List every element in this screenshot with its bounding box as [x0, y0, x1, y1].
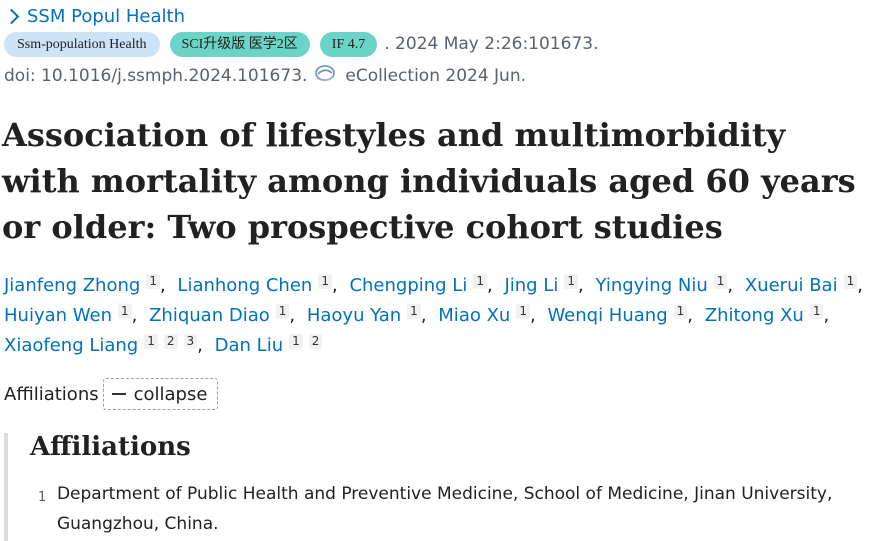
affiliations-toggle-row: Affiliations collapse — [4, 378, 219, 410]
author-name-link[interactable]: Haoyu Yan — [306, 305, 402, 326]
author-name-link[interactable]: Zhitong Xu — [704, 305, 804, 326]
author: Chengping Li 1, — [349, 274, 498, 296]
doi-row: doi: 10.1016/j.ssmph.2024.101673. eColle… — [4, 63, 526, 89]
affiliation-number: 1 — [38, 490, 47, 505]
author-separator: , — [159, 275, 166, 296]
author-separator: , — [857, 275, 863, 296]
affiliation-ref[interactable]: 1 — [516, 304, 530, 319]
affiliation-ref[interactable]: 1 — [318, 274, 332, 289]
author-separator: , — [289, 305, 296, 326]
author-separator: , — [727, 275, 734, 296]
author-name-link[interactable]: Huiyan Wen — [4, 305, 112, 326]
affiliation-text: Department of Public Health and Preventi… — [56, 484, 833, 534]
author-separator: , — [687, 305, 693, 326]
journal-link[interactable]: SSM Popul Health — [27, 5, 185, 27]
affiliation-ref[interactable]: 1 — [809, 304, 824, 319]
collapse-label: collapse — [133, 383, 208, 405]
author-name-link[interactable]: Zhiquan Diao — [149, 305, 270, 326]
affiliation-item: 1 Department of Public Health and Preven… — [38, 483, 868, 539]
doi-text: doi: 10.1016/j.ssmph.2024.101673. — [4, 66, 308, 86]
author-name-link[interactable]: Wenqi Huang — [547, 305, 668, 326]
author-name-link[interactable]: Jianfeng Zhong — [4, 275, 141, 296]
affiliation-ref[interactable]: 2 — [308, 334, 323, 349]
author: Jianfeng Zhong 1, — [4, 274, 172, 296]
author: Wenqi Huang 1, — [547, 304, 699, 326]
affiliation-ref[interactable]: 1 — [289, 334, 303, 349]
author-name-link[interactable]: Jing Li — [504, 275, 559, 296]
affiliation-ref[interactable]: 1 — [146, 274, 160, 289]
affiliation-ref[interactable]: 1 — [144, 334, 158, 349]
ecollection-text: eCollection 2024 Jun. — [345, 66, 527, 86]
author: Zhiquan Diao 1, — [149, 304, 301, 326]
author-separator: , — [529, 305, 536, 326]
affiliation-ref[interactable]: 1 — [117, 304, 132, 319]
author-separator: , — [131, 305, 138, 326]
journal-abbr-badge[interactable]: Ssm-population Health — [4, 31, 160, 57]
author-separator: , — [331, 275, 338, 296]
affiliation-ref[interactable]: 1 — [275, 304, 290, 319]
collapse-button[interactable]: collapse — [102, 378, 219, 410]
affiliations-heading: Affiliations — [30, 432, 191, 462]
affiliation-ref[interactable]: 1 — [564, 274, 578, 289]
author-name-link[interactable]: Lianhong Chen — [177, 275, 313, 296]
author-separator: , — [486, 275, 493, 296]
author: Dan Liu 1 2 — [214, 334, 323, 356]
author-name-link[interactable]: Chengping Li — [349, 275, 468, 296]
author-name-link[interactable]: Miao Xu — [438, 305, 511, 326]
author: Zhitong Xu 1, — [704, 304, 835, 326]
minus-icon — [111, 393, 126, 395]
affiliation-ref[interactable]: 1 — [713, 274, 728, 289]
affiliations-label: Affiliations — [4, 383, 99, 405]
ecollection-icon — [313, 64, 337, 89]
affiliation-ref[interactable]: 3 — [183, 334, 198, 349]
author: Miao Xu 1, — [438, 304, 541, 326]
affiliation-ref[interactable]: 1 — [673, 304, 688, 319]
affiliation-ref[interactable]: 1 — [407, 304, 421, 319]
author: Haoyu Yan 1, — [306, 304, 433, 326]
author: Xuerui Bai 1, — [744, 274, 869, 296]
badges-row: Ssm-population Health SCI升级版 医学2区 IF 4.7… — [4, 31, 598, 57]
journal-row: SSM Popul Health — [3, 4, 185, 28]
author: Lianhong Chen 1, — [177, 274, 343, 296]
affiliations-panel: Affiliations 1 Department of Public Heal… — [4, 433, 874, 541]
author: Jing Li 1, — [504, 274, 589, 296]
author-name-link[interactable]: Xuerui Bai — [744, 275, 838, 296]
publication-info: . 2024 May 2:26:101673. — [384, 34, 599, 54]
affiliation-ref[interactable]: 1 — [473, 274, 487, 289]
author-name-link[interactable]: Dan Liu — [214, 335, 284, 356]
author: Huiyan Wen 1, — [4, 304, 143, 326]
author-separator: , — [823, 305, 830, 326]
author-name-link[interactable]: Xiaofeng Liang — [4, 335, 139, 356]
author-name-link[interactable]: Yingying Niu — [595, 275, 708, 296]
author-list: Jianfeng Zhong 1, Lianhong Chen 1, Chengpi… — [4, 271, 870, 361]
author: Xiaofeng Liang 1 2 3, — [4, 334, 209, 356]
sci-rank-badge[interactable]: SCI升级版 医学2区 — [169, 31, 310, 57]
impact-factor-badge[interactable]: IF 4.7 — [319, 31, 378, 57]
chevron-right-icon[interactable] — [3, 8, 20, 24]
author-separator: , — [578, 275, 584, 296]
author-separator: , — [197, 335, 203, 356]
article-title: Association of lifestyles and multimorbi… — [2, 116, 856, 246]
affiliation-ref[interactable]: 1 — [843, 274, 858, 289]
author: Yingying Niu 1, — [595, 274, 739, 296]
author-separator: , — [420, 305, 427, 326]
affiliation-ref[interactable]: 2 — [163, 334, 178, 349]
